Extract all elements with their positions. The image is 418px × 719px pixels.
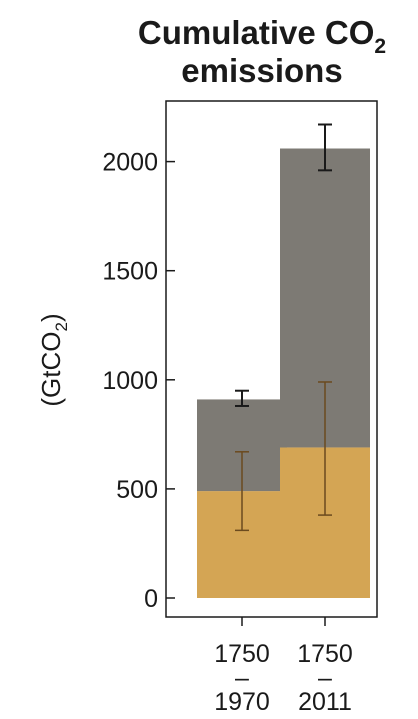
error-bars	[235, 123, 332, 626]
chart-title-subscript: 2	[374, 35, 386, 58]
y-axis-label-subscript: 2	[52, 322, 71, 331]
chart-title-line2: emissions	[181, 52, 342, 89]
chart-title-line1: Cumulative CO	[138, 14, 375, 51]
svg-text:Cumulative CO2: Cumulative CO2	[138, 14, 386, 58]
y-tick-label: 1500	[102, 258, 158, 286]
y-axis: 0 500 1000 1500 2000	[102, 149, 175, 613]
bars	[197, 148, 370, 598]
y-axis-label-main: (GtCO	[36, 332, 66, 407]
x-tick-label-line3: 2011	[298, 688, 352, 716]
x-tick-label-line2: –	[235, 664, 249, 692]
y-tick-label: 2000	[102, 149, 158, 177]
y-axis-label: (GtCO2)	[36, 313, 71, 406]
y-axis-label-close: )	[36, 313, 66, 322]
y-tick-label: 500	[116, 476, 158, 504]
x-tick-label-line1: 1750	[297, 640, 353, 668]
chart-title: Cumulative CO2 emissions	[138, 14, 386, 89]
y-tick-label: 0	[144, 585, 158, 613]
y-tick-label: 1000	[102, 367, 158, 395]
plot-frame	[165, 100, 378, 618]
x-tick-label-line3: 1970	[214, 688, 270, 716]
x-tick-label-line2: –	[318, 664, 332, 692]
x-tick-label-line1: 1750	[214, 640, 270, 668]
